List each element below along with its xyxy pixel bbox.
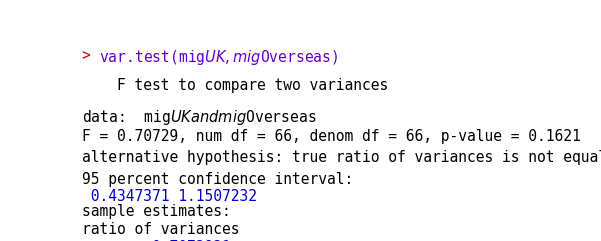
Text: alternative hypothesis: true ratio of variances is not equal to 1: alternative hypothesis: true ratio of va… — [82, 150, 601, 166]
Text: F test to compare two variances: F test to compare two variances — [82, 78, 388, 93]
Text: ratio of variances: ratio of variances — [82, 222, 239, 237]
Text: data:  mig$UK and mig$Overseas: data: mig$UK and mig$Overseas — [82, 108, 316, 127]
Text: sample estimates:: sample estimates: — [82, 204, 230, 219]
Text: 0.4347371 1.1507232: 0.4347371 1.1507232 — [82, 188, 257, 203]
Text: >: > — [82, 48, 99, 63]
Text: 95 percent confidence interval:: 95 percent confidence interval: — [82, 172, 353, 187]
Text: 0.7072921: 0.7072921 — [82, 240, 230, 241]
Text: F = 0.70729, num df = 66, denom df = 66, p-value = 0.1621: F = 0.70729, num df = 66, denom df = 66,… — [82, 129, 581, 144]
Text: var.test(mig$UK, mig$Overseas): var.test(mig$UK, mig$Overseas) — [99, 48, 338, 67]
